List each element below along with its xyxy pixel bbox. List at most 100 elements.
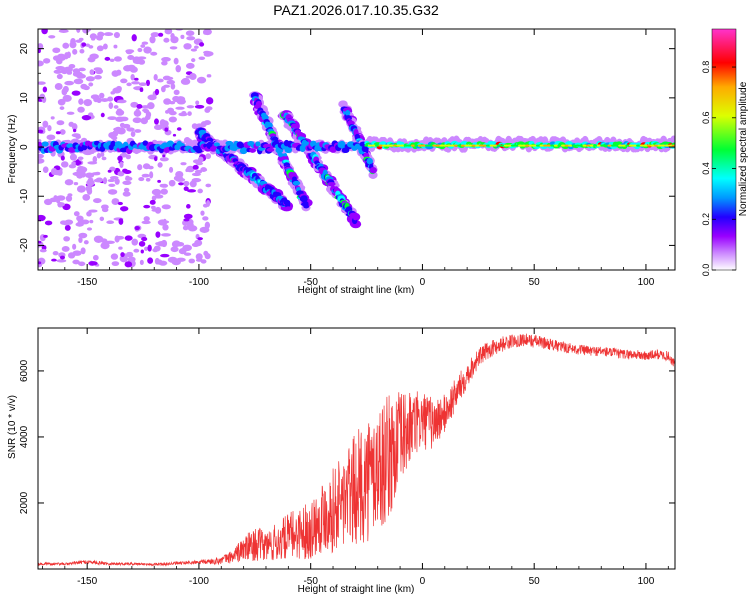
noise-speckle (149, 36, 156, 44)
noise-speckle (60, 161, 69, 168)
noise-speckle (124, 235, 133, 241)
noise-speckle (60, 68, 69, 75)
noise-speckle (86, 187, 93, 195)
spectrogram-xtick-label: -100 (189, 277, 209, 288)
noise-speckle (183, 213, 193, 220)
noise-speckle-dark (151, 208, 158, 212)
noise-speckle-dark (122, 168, 128, 173)
carrier-blob (213, 142, 220, 147)
noise-speckle (169, 46, 178, 50)
branch-blob (302, 201, 309, 206)
carrier-core (464, 144, 469, 147)
noise-speckle (110, 91, 116, 95)
noise-speckle (163, 37, 170, 43)
noise-speckle (140, 44, 146, 48)
noise-speckle (166, 76, 174, 80)
noise-speckle-dark (117, 201, 123, 206)
noise-speckle (131, 81, 140, 85)
carrier-core (460, 144, 466, 147)
noise-speckle (155, 231, 161, 238)
noise-speckle (114, 178, 120, 185)
noise-speckle-dark (141, 236, 148, 242)
carrier-core (550, 144, 555, 147)
noise-speckle (147, 102, 155, 110)
carrier-core (507, 144, 512, 147)
noise-speckle-dark (205, 183, 212, 188)
noise-speckle (154, 206, 162, 214)
spectrogram-xtick-label: 100 (638, 277, 655, 288)
noise-speckle (180, 34, 185, 39)
colorbar-frame (711, 28, 737, 271)
noise-speckle-dark (197, 237, 203, 241)
noise-speckle (42, 120, 49, 128)
carrier-core (396, 144, 401, 147)
carrier-core (621, 144, 627, 147)
noise-speckle (189, 73, 197, 81)
noise-speckle (182, 180, 190, 187)
noise-speckle (194, 239, 203, 247)
noise-speckle (73, 78, 84, 85)
noise-speckle (79, 48, 85, 54)
spectrogram-ytick-label: 0 (19, 144, 30, 150)
noise-speckle (55, 65, 66, 71)
carrier-core (639, 144, 645, 147)
noise-speckle (165, 109, 170, 114)
noise-speckle (160, 253, 170, 258)
noise-speckle (113, 44, 118, 49)
carrier-core (510, 144, 516, 147)
noise-speckle (147, 257, 154, 264)
noise-speckle (172, 95, 180, 103)
noise-speckle (68, 63, 76, 69)
noise-speckle (168, 110, 177, 116)
noise-speckle (83, 98, 93, 107)
noise-speckle (107, 116, 117, 121)
carrier-core (546, 144, 552, 147)
noise-speckle (92, 254, 99, 261)
noise-speckle (206, 199, 211, 207)
noise-speckle (123, 187, 130, 193)
noise-speckle (125, 49, 133, 55)
noise-speckle (38, 214, 46, 222)
noise-speckle (151, 188, 162, 196)
spectrogram-ytick-label: -10 (19, 189, 30, 204)
carrier-blob (284, 146, 293, 154)
noise-speckle (61, 246, 70, 252)
noise-speckle (133, 248, 140, 253)
carrier-core (536, 144, 541, 147)
noise-speckle (89, 219, 94, 224)
noise-speckle (44, 220, 53, 226)
noise-speckle (136, 104, 143, 109)
noise-speckle (186, 105, 195, 109)
noise-speckle (160, 188, 168, 195)
carrier-core (400, 144, 405, 147)
carrier-core (367, 144, 373, 147)
noise-speckle (120, 206, 129, 212)
noise-speckle-dark (139, 87, 144, 92)
noise-speckle (191, 177, 202, 183)
noise-speckle (193, 45, 199, 49)
noise-speckle (198, 56, 206, 61)
noise-speckle (38, 43, 44, 50)
noise-speckle (113, 31, 121, 39)
noise-speckle (187, 111, 192, 116)
noise-speckle (141, 41, 149, 45)
noise-speckle (195, 253, 203, 261)
noise-speckle (106, 220, 115, 224)
noise-speckle (84, 172, 95, 179)
noise-speckle (78, 67, 86, 72)
carrier-core (421, 144, 426, 147)
branch-blob (264, 122, 273, 129)
snr-x-label: Height of straight line (km) (298, 584, 415, 595)
noise-speckle (47, 125, 52, 132)
noise-speckle (64, 219, 74, 225)
noise-speckle (114, 126, 123, 134)
noise-speckle (48, 35, 56, 39)
carrier-core (468, 144, 473, 147)
snr-y-label: SNR (10 * v/v) (7, 395, 18, 459)
carrier-blob (266, 147, 275, 152)
noise-speckle (197, 188, 203, 194)
noise-speckle (78, 261, 86, 267)
spectrogram-xtick-label: 0 (420, 277, 426, 288)
noise-speckle (137, 47, 143, 53)
noise-speckle (161, 85, 166, 93)
